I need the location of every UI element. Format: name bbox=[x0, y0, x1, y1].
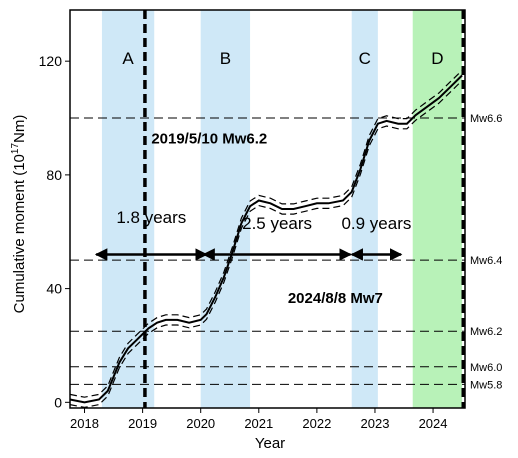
x-tick-label: 2023 bbox=[361, 416, 390, 431]
reference-label-mw64: Mw6.4 bbox=[470, 255, 502, 267]
series-lower-bound bbox=[69, 80, 463, 409]
interval-arrows: 1.8 years 2.5 years 0.9 years bbox=[94, 208, 411, 261]
period-label-b: B bbox=[220, 49, 231, 68]
x-tick-label: 2018 bbox=[70, 416, 99, 431]
series-line bbox=[69, 74, 463, 404]
y-axis-label-sup: 17 bbox=[10, 143, 21, 155]
interval-label-1: 1.8 years bbox=[116, 208, 186, 227]
y-tick-label: 120 bbox=[39, 53, 63, 69]
y-axis-label: Cumulative moment (1017Nm) bbox=[10, 115, 28, 314]
moment-series bbox=[69, 69, 463, 409]
x-axis-label: Year bbox=[255, 435, 285, 452]
event-label-2: 2024/8/8 Mw7 bbox=[288, 290, 383, 307]
event-lines: 2019/5/10 Mw6.2 2024/8/8 Mw7 bbox=[143, 10, 466, 408]
x-tick-label: 2020 bbox=[186, 416, 215, 431]
reference-label-mw62: Mw6.2 bbox=[470, 326, 502, 338]
x-tick-label: 2021 bbox=[244, 416, 273, 431]
x-tick-label: 2022 bbox=[302, 416, 331, 431]
period-label-a: A bbox=[122, 49, 134, 68]
y-tick-label: 40 bbox=[46, 281, 62, 297]
y-axis-label-unit: Nm) bbox=[11, 115, 28, 143]
shaded-period-c bbox=[351, 10, 378, 408]
shaded-period-b bbox=[200, 10, 251, 408]
shaded-period-d bbox=[412, 10, 463, 408]
reference-label-mw60: Mw6.0 bbox=[470, 362, 502, 374]
series-upper-bound bbox=[69, 69, 463, 398]
x-tick-label: 2024 bbox=[419, 416, 448, 431]
reference-label-mw66: Mw6.6 bbox=[470, 113, 502, 125]
x-tick-label: 2019 bbox=[128, 416, 157, 431]
y-tick-label: 0 bbox=[54, 394, 62, 410]
period-label-c: C bbox=[359, 49, 371, 68]
shaded-periods: A B C D bbox=[101, 10, 463, 408]
axes: 2018 2019 2020 2021 2022 2023 2024 0 40 80 120 bbox=[39, 9, 466, 431]
reference-label-mw58: Mw5.8 bbox=[470, 379, 502, 391]
interval-label-3: 0.9 years bbox=[341, 214, 411, 233]
axis-labels: Year Cumulative moment (1017Nm) bbox=[10, 115, 285, 452]
period-label-d: D bbox=[431, 49, 443, 68]
plot-frame bbox=[69, 9, 466, 409]
y-axis-label-main: Cumulative moment (10 bbox=[11, 154, 28, 313]
interval-label-2: 2.5 years bbox=[242, 214, 312, 233]
event-label-1: 2019/5/10 Mw6.2 bbox=[151, 131, 267, 148]
y-tick-label: 80 bbox=[46, 167, 62, 183]
